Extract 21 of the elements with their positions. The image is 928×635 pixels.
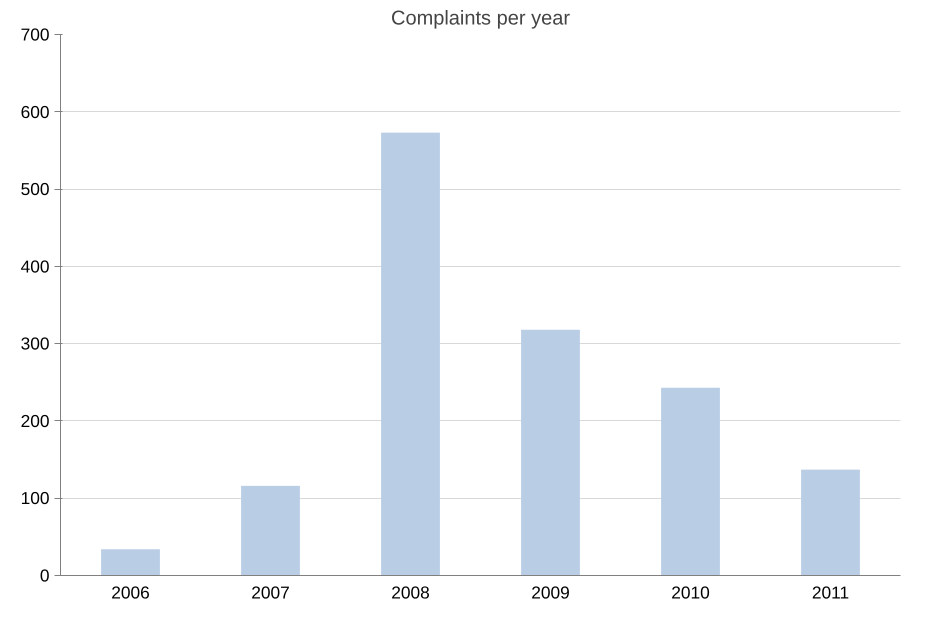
y-tick-label: 700: [20, 24, 50, 44]
y-tick-label: 100: [20, 488, 50, 508]
x-tick-label: 2009: [531, 582, 570, 602]
x-tick-label: 2010: [671, 582, 710, 602]
y-tick-label: 300: [20, 334, 50, 354]
x-tick-label: 2011: [812, 582, 850, 602]
bar: [101, 549, 160, 576]
chart-title: Complaints per year: [391, 8, 570, 30]
y-tick-label: 200: [20, 410, 50, 431]
y-tick-label: 400: [20, 256, 50, 276]
y-tick-label: 500: [20, 179, 50, 200]
bar: [661, 388, 720, 576]
bar: [801, 470, 860, 576]
bar: [241, 486, 300, 576]
x-tick-label: 2006: [111, 582, 150, 602]
y-tick-label: 600: [20, 102, 50, 122]
bar: [381, 132, 440, 576]
y-tick-label: 0: [40, 566, 50, 586]
x-tick-label: 2008: [391, 582, 430, 602]
bar: [521, 330, 580, 576]
x-tick-label: 2007: [251, 582, 290, 602]
